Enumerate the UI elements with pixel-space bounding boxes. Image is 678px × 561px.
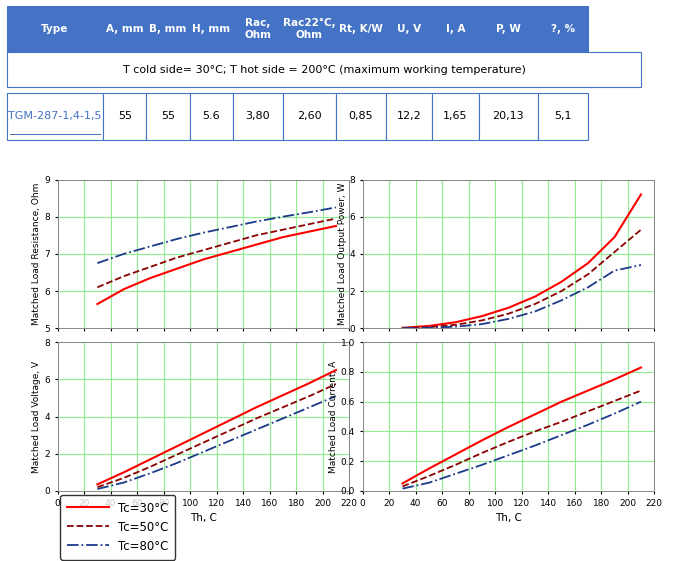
Text: 12,2: 12,2 [397,112,421,122]
Text: B, mm: B, mm [149,24,186,34]
Bar [103,93,146,140]
Bar [538,93,588,140]
Bar [386,93,432,140]
Bar [146,6,190,52]
Bar [190,93,233,140]
Text: H, mm: H, mm [192,24,230,34]
Text: 0,85: 0,85 [348,112,373,122]
X-axis label: Th, C: Th, C [190,513,217,523]
Bar [7,93,103,140]
Bar [146,93,190,140]
Bar [283,93,336,140]
X-axis label: Th, C: Th, C [495,513,522,523]
Y-axis label: Matched Load Output Power, W: Matched Load Output Power, W [338,182,346,325]
Bar [479,6,538,52]
Y-axis label: Matched Load Current, A: Matched Load Current, A [329,360,338,473]
Bar [336,6,386,52]
Text: TGM-287-1,4-1,5: TGM-287-1,4-1,5 [8,112,102,122]
Bar [103,6,146,52]
Text: 3,80: 3,80 [245,112,270,122]
Bar [479,93,538,140]
Text: 20,13: 20,13 [493,112,524,122]
Bar [190,6,233,52]
Bar [432,93,479,140]
Text: T cold side= 30°C; T hot side = 200°C (maximum working temperature): T cold side= 30°C; T hot side = 200°C (m… [123,65,526,75]
Text: P, W: P, W [496,24,521,34]
Text: 2,60: 2,60 [297,112,321,122]
Bar [233,93,283,140]
Text: ?, %: ?, % [551,24,576,34]
Text: 5,1: 5,1 [555,112,572,122]
Text: U, V: U, V [397,24,421,34]
Bar [538,6,588,52]
Text: 5.6: 5.6 [202,112,220,122]
Text: Type: Type [41,24,68,34]
Text: Rac22°C,
Ohm: Rac22°C, Ohm [283,18,336,40]
Text: A, mm: A, mm [106,24,144,34]
Bar [386,6,432,52]
Text: 55: 55 [161,112,175,122]
Legend: Tc=30°C, Tc=50°C, Tc=80°C: Tc=30°C, Tc=50°C, Tc=80°C [60,495,176,560]
Text: Rac,
Ohm: Rac, Ohm [244,18,271,40]
Text: Rt, K/W: Rt, K/W [338,24,382,34]
Text: 1,65: 1,65 [443,112,468,122]
Bar [7,52,641,88]
Bar [7,6,103,52]
Bar [336,93,386,140]
Bar [233,6,283,52]
Bar [283,6,336,52]
Text: I, A: I, A [445,24,465,34]
Y-axis label: Matched Load Voltage, V: Matched Load Voltage, V [33,361,41,472]
Bar [432,6,479,52]
Text: 55: 55 [118,112,132,122]
Y-axis label: Matched Load Resistance, Ohm: Matched Load Resistance, Ohm [33,183,41,325]
